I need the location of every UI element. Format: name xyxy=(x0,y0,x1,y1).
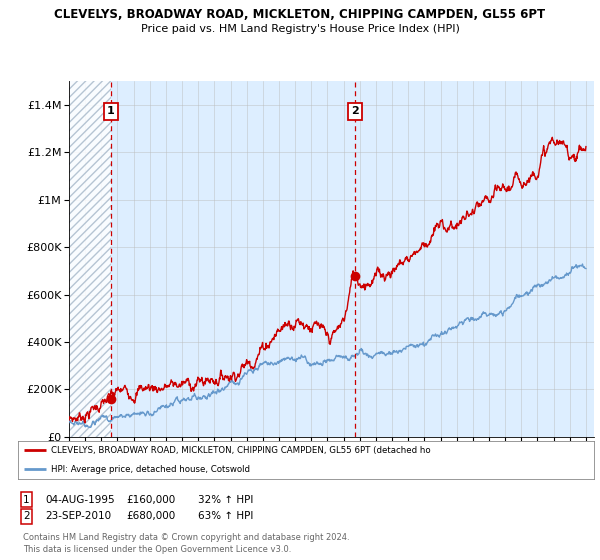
Text: £680,000: £680,000 xyxy=(126,511,175,521)
Text: 63% ↑ HPI: 63% ↑ HPI xyxy=(198,511,253,521)
Text: 23-SEP-2010: 23-SEP-2010 xyxy=(45,511,111,521)
Text: 2: 2 xyxy=(23,511,29,521)
Text: 04-AUG-1995: 04-AUG-1995 xyxy=(45,494,115,505)
Text: 32% ↑ HPI: 32% ↑ HPI xyxy=(198,494,253,505)
Text: £160,000: £160,000 xyxy=(126,494,175,505)
Text: 1: 1 xyxy=(23,494,29,505)
Bar xyxy=(69,81,111,437)
Text: Price paid vs. HM Land Registry's House Price Index (HPI): Price paid vs. HM Land Registry's House … xyxy=(140,24,460,34)
Text: CLEVELYS, BROADWAY ROAD, MICKLETON, CHIPPING CAMPDEN, GL55 6PT (detached ho: CLEVELYS, BROADWAY ROAD, MICKLETON, CHIP… xyxy=(52,446,431,455)
Text: Contains HM Land Registry data © Crown copyright and database right 2024.
This d: Contains HM Land Registry data © Crown c… xyxy=(23,533,349,554)
Text: 2: 2 xyxy=(352,106,359,116)
Text: 1: 1 xyxy=(107,106,115,116)
Text: HPI: Average price, detached house, Cotswold: HPI: Average price, detached house, Cots… xyxy=(52,465,250,474)
Text: CLEVELYS, BROADWAY ROAD, MICKLETON, CHIPPING CAMPDEN, GL55 6PT: CLEVELYS, BROADWAY ROAD, MICKLETON, CHIP… xyxy=(55,8,545,21)
